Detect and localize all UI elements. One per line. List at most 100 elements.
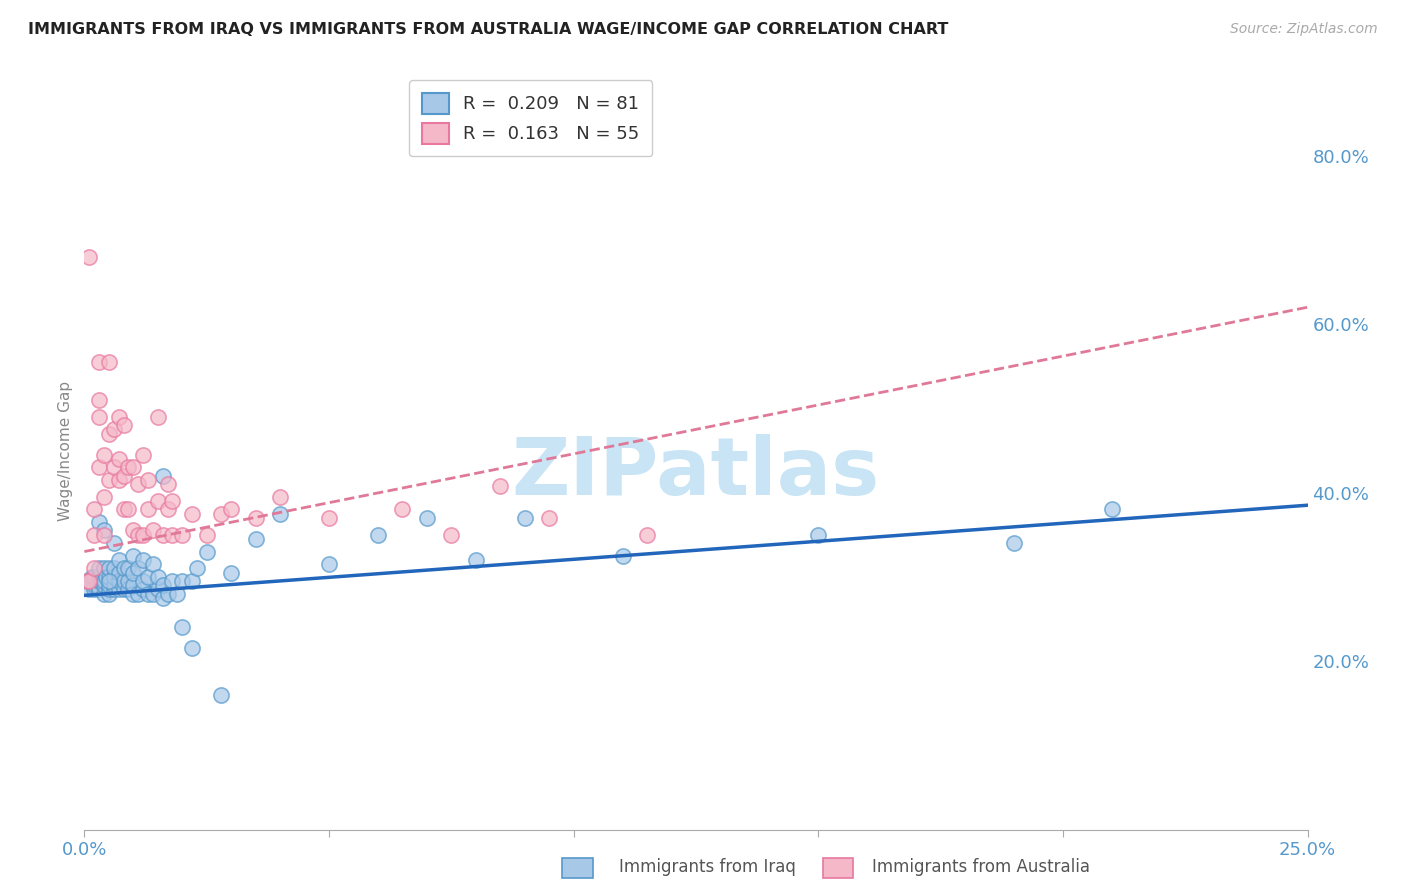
Point (97, 570, 120, 584)
Point (219, 566, 242, 580)
Point (489, 479, 512, 493)
Text: Immigrants from Australia: Immigrants from Australia (872, 858, 1090, 876)
Text: Source: ZipAtlas.com: Source: ZipAtlas.com (1230, 22, 1378, 37)
Point (612, 549, 634, 563)
Point (132, 527, 155, 541)
Point (142, 587, 165, 601)
Point (117, 460, 139, 475)
Point (83, 578, 105, 592)
Point (122, 587, 145, 601)
Point (132, 448, 155, 462)
Point (93, 587, 115, 601)
Point (117, 582, 139, 597)
Point (117, 574, 139, 588)
Point (97, 578, 120, 592)
Text: Immigrants from Iraq: Immigrants from Iraq (619, 858, 796, 876)
Point (83, 582, 105, 597)
Point (127, 477, 149, 491)
Point (245, 532, 267, 546)
Point (162, 574, 184, 588)
Point (146, 409, 169, 424)
Point (87, 515, 110, 529)
Point (195, 527, 218, 541)
Point (87, 409, 110, 424)
Point (127, 587, 149, 601)
Point (181, 641, 204, 656)
Point (117, 561, 139, 575)
Point (103, 561, 125, 575)
Point (136, 570, 159, 584)
Point (107, 451, 129, 466)
Point (172, 574, 194, 588)
Point (107, 574, 129, 588)
Point (807, 527, 830, 541)
Point (318, 511, 340, 525)
Point (87, 561, 110, 575)
Point (103, 582, 125, 597)
Point (416, 511, 439, 525)
Point (97, 561, 120, 575)
Point (513, 511, 536, 525)
Point (107, 473, 129, 487)
Point (152, 527, 174, 541)
Point (93, 527, 115, 541)
Point (77, 582, 100, 597)
Point (156, 477, 179, 491)
Point (269, 490, 291, 504)
Point (367, 527, 389, 541)
Point (112, 582, 135, 597)
Point (103, 570, 125, 584)
Point (97, 426, 120, 441)
Point (103, 578, 125, 592)
Y-axis label: Wage/Income Gap: Wage/Income Gap (58, 380, 73, 521)
Point (87, 392, 110, 407)
Point (93, 578, 115, 592)
Text: IMMIGRANTS FROM IRAQ VS IMMIGRANTS FROM AUSTRALIA WAGE/INCOME GAP CORRELATION CH: IMMIGRANTS FROM IRAQ VS IMMIGRANTS FROM … (28, 22, 949, 37)
Point (162, 494, 184, 508)
Point (636, 527, 658, 541)
Point (209, 688, 232, 702)
Point (107, 409, 129, 424)
Point (219, 502, 242, 516)
Point (87, 355, 110, 369)
Point (269, 507, 291, 521)
Point (83, 527, 105, 541)
Point (172, 527, 194, 541)
Point (209, 507, 232, 521)
Point (464, 553, 486, 567)
Point (93, 524, 115, 538)
Point (127, 527, 149, 541)
Text: ZIPatlas: ZIPatlas (512, 434, 880, 512)
Point (107, 566, 129, 580)
Point (152, 578, 174, 592)
Point (122, 460, 145, 475)
Point (136, 473, 159, 487)
Point (97, 355, 120, 369)
Point (96, 570, 118, 584)
Point (117, 502, 139, 516)
Point (93, 574, 115, 588)
Point (136, 502, 159, 516)
Point (103, 460, 125, 475)
Point (97, 574, 120, 588)
Point (87, 570, 110, 584)
Point (146, 582, 169, 597)
Point (107, 582, 129, 597)
Point (318, 557, 340, 572)
Point (186, 561, 208, 575)
Point (97, 473, 120, 487)
Point (77, 574, 100, 588)
Point (127, 561, 149, 575)
Point (152, 591, 174, 605)
Point (112, 502, 135, 516)
Point (440, 527, 463, 541)
Point (93, 561, 115, 575)
Point (107, 553, 129, 567)
Point (156, 587, 179, 601)
Point (112, 561, 135, 575)
Point (1101, 502, 1123, 516)
Point (122, 578, 145, 592)
Point (86, 578, 108, 592)
Point (146, 570, 169, 584)
Point (83, 502, 105, 516)
